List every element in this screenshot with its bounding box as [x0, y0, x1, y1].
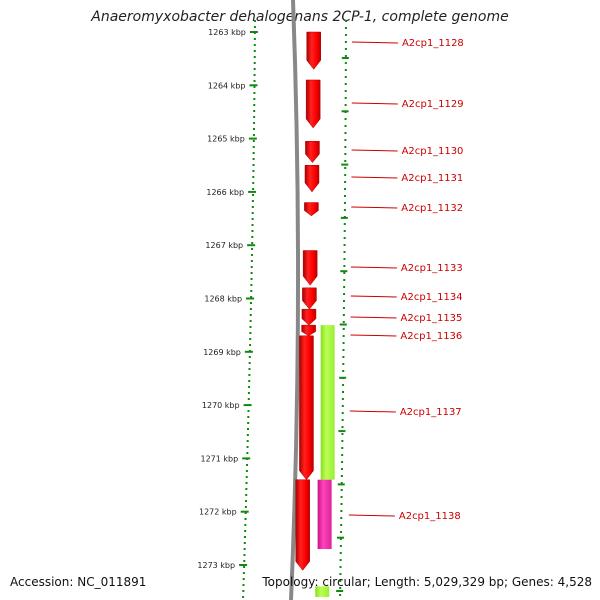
gene-leader-line — [351, 41, 398, 44]
topology-text: Topology: circular; Length: 5,029,329 bp… — [262, 575, 592, 589]
scale-tick-label: 1270 kbp — [202, 401, 240, 410]
gene-leader-line — [350, 295, 397, 298]
gene-label[interactable]: A2cp1_1133 — [401, 263, 463, 274]
gene-label[interactable]: A2cp1_1129 — [402, 99, 464, 110]
gene-label[interactable]: A2cp1_1137 — [400, 407, 462, 418]
gene-arrow[interactable] — [299, 335, 314, 481]
accession-text: Accession: NC_011891 — [10, 575, 147, 589]
magenta-feature — [317, 479, 332, 550]
gene-label[interactable]: A2cp1_1138 — [399, 511, 461, 522]
gene-leader-line — [351, 176, 398, 179]
green-feature-2 — [315, 586, 330, 597]
gene-label[interactable]: A2cp1_1128 — [402, 38, 464, 49]
gene-label[interactable]: A2cp1_1136 — [400, 331, 462, 342]
scale-tick-label: 1268 kbp — [204, 295, 242, 304]
scale-tick-label: 1273 kbp — [197, 561, 235, 570]
gene-label[interactable]: A2cp1_1134 — [401, 292, 463, 303]
gene-leader-line — [351, 102, 398, 105]
scale-tick-label: 1267 kbp — [205, 241, 243, 250]
gene-leader-line — [350, 316, 397, 319]
scale-tick-label: 1266 kbp — [206, 188, 244, 197]
gene-arrow[interactable] — [305, 79, 321, 129]
gene-arrow[interactable] — [302, 250, 318, 286]
gene-arrow[interactable] — [306, 31, 321, 70]
scale-tick-label: 1269 kbp — [203, 348, 241, 357]
gene-leader-line — [351, 206, 398, 209]
scale-ruler: 1263 kbp 1264 kbp 1265 kbp 1266 kbp 1267 kbp… — [197, 20, 349, 598]
gene-leader-line — [348, 514, 395, 517]
green-feature — [320, 325, 335, 480]
gene-track — [295, 31, 321, 571]
gene-labels: A2cp1_1128 A2cp1_1129 A2cp1_1130 A2cp1_1131… — [348, 38, 464, 522]
scale-tick-label: 1271 kbp — [200, 454, 238, 463]
genome-title: Anaeromyxobacter dehalogenans 2CP-1, com… — [91, 9, 509, 25]
scale-tick-label: 1263 kbp — [208, 28, 246, 37]
gene-arrow[interactable] — [302, 287, 317, 310]
gene-label[interactable]: A2cp1_1132 — [401, 203, 463, 214]
gene-arrow[interactable] — [304, 165, 320, 193]
gene-leader-line — [349, 410, 396, 413]
scale-tick-label: 1265 kbp — [207, 135, 245, 144]
gene-leader-line — [351, 149, 398, 152]
gene-label[interactable]: A2cp1_1135 — [401, 313, 463, 324]
gene-arrow[interactable] — [295, 479, 310, 571]
backbone-line — [289, 0, 301, 600]
gene-arrow[interactable] — [305, 141, 320, 163]
scale-tick-label: 1264 kbp — [208, 81, 246, 90]
gene-label[interactable]: A2cp1_1131 — [401, 173, 463, 184]
gene-leader-line — [350, 334, 397, 337]
gene-label[interactable]: A2cp1_1130 — [402, 146, 464, 157]
feature-track — [315, 325, 335, 597]
genome-backbone — [289, 0, 301, 600]
gene-arrow[interactable] — [301, 324, 316, 337]
scale-tick-label: 1272 kbp — [199, 508, 237, 517]
gene-leader-line — [350, 266, 397, 269]
gene-arrow[interactable] — [304, 202, 319, 217]
gene-arrow[interactable] — [301, 308, 317, 326]
